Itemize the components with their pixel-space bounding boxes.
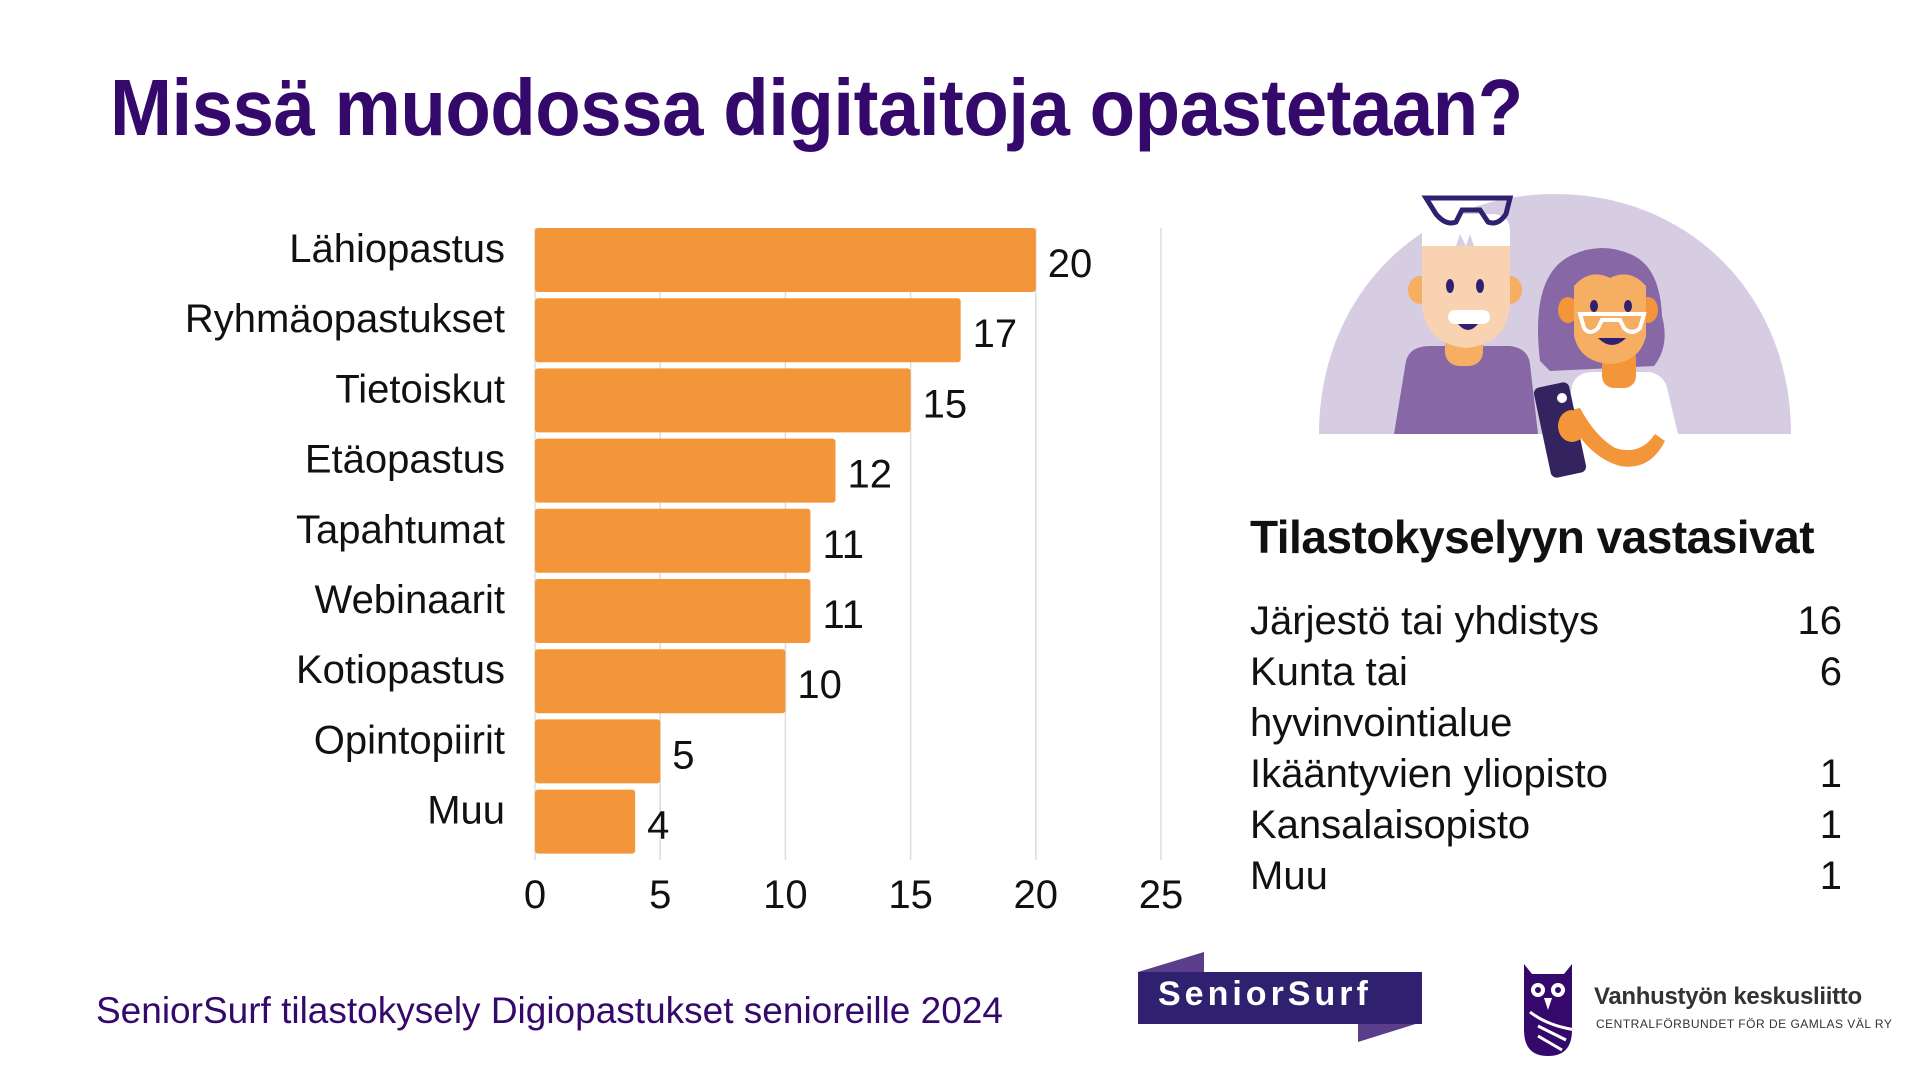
value-label: 11 — [822, 523, 864, 567]
category-label: Opintopiirit — [314, 718, 505, 762]
respondents-table: Järjestö tai yhdistys 16 Kunta tai hyvin… — [1250, 596, 1842, 902]
category-label: Kotiopastus — [296, 648, 505, 692]
category-label: Tietoiskut — [335, 367, 505, 411]
woman-glasses-icon — [1577, 312, 1647, 334]
respondent-label: Kunta tai hyvinvointialue — [1250, 650, 1513, 745]
category-label: Muu — [427, 789, 505, 833]
x-tick-label: 0 — [524, 873, 546, 917]
x-tick-label: 20 — [1014, 873, 1059, 917]
man-face — [1422, 246, 1510, 348]
value-label: 4 — [647, 804, 669, 848]
man-moustache — [1448, 310, 1490, 324]
value-label: 12 — [847, 453, 892, 497]
category-label: Tapahtumat — [296, 508, 505, 552]
vk-logo-name: Vanhustyön keskusliitto — [1594, 983, 1862, 1010]
bar — [535, 789, 636, 854]
seniors-with-phone-illustration — [1319, 194, 1791, 478]
respondent-row: Muu 1 — [1250, 851, 1842, 902]
category-label: Webinaarit — [315, 578, 505, 622]
bar — [535, 228, 1036, 292]
respondent-row: Kunta tai hyvinvointialue 6 — [1250, 647, 1842, 749]
source-caption: SeniorSurf tilastokysely Digiopastukset … — [96, 990, 1003, 1031]
x-tick-label: 25 — [1139, 873, 1184, 917]
x-tick-label: 10 — [763, 873, 808, 917]
seniorsurf-logo-text: SeniorSurf — [1158, 975, 1372, 1013]
x-tick-label: 5 — [649, 873, 671, 917]
bar — [535, 368, 911, 433]
man-shirt — [1394, 346, 1538, 434]
bar — [535, 579, 811, 643]
value-label: 11 — [822, 593, 864, 637]
value-label: 15 — [923, 382, 968, 426]
bars — [535, 228, 1036, 854]
respondent-row: Järjestö tai yhdistys 16 — [1250, 596, 1842, 647]
category-label: Etäopastus — [305, 438, 505, 482]
woman-shirt — [1565, 372, 1678, 434]
value-label: 17 — [973, 312, 1018, 356]
seniorsurf-logo — [1138, 952, 1422, 1042]
respondent-row: Ikääntyvien yliopisto 1 — [1250, 749, 1842, 800]
respondents-title: Tilastokyselyyn vastasivat — [1250, 511, 1815, 563]
bar — [535, 298, 961, 363]
bar — [535, 508, 811, 573]
owl-logo-icon — [1524, 964, 1577, 1056]
bar — [535, 438, 836, 503]
category-labels: Lähiopastus Ryhmäopastukset Tietoiskut Etäo… — [185, 227, 505, 833]
category-label: Ryhmäopastukset — [185, 297, 505, 341]
woman-arm — [1565, 408, 1665, 467]
vk-logo-subtitle: CENTRALFÖRBUNDET FÖR DE GAMLAS VÄL RY — [1596, 1017, 1893, 1031]
x-axis-ticks: 0 5 10 15 20 25 — [524, 873, 1183, 917]
page-title: Missä muodossa digitaitoja opastetaan? — [110, 63, 1523, 152]
value-label: 5 — [672, 733, 694, 777]
respondent-label: Ikääntyvien yliopisto — [1250, 752, 1608, 796]
value-label: 10 — [797, 663, 842, 707]
respondent-row: Kansalaisopisto 1 — [1250, 800, 1842, 851]
value-label: 20 — [1048, 242, 1093, 286]
category-label: Lähiopastus — [289, 227, 505, 271]
respondent-value: 1 — [1819, 854, 1842, 898]
respondent-label: Kansalaisopisto — [1250, 803, 1531, 847]
respondent-label: Järjestö tai yhdistys — [1250, 599, 1600, 643]
respondent-value: 1 — [1819, 803, 1842, 847]
man-hair — [1422, 214, 1510, 246]
bar — [535, 719, 661, 784]
respondent-value: 6 — [1819, 650, 1842, 694]
man-glasses-icon — [1421, 195, 1514, 226]
respondent-label: Muu — [1250, 854, 1328, 898]
respondent-value: 16 — [1797, 599, 1843, 643]
respondent-value: 1 — [1819, 752, 1842, 796]
x-tick-label: 15 — [888, 873, 933, 917]
bar — [535, 649, 786, 714]
